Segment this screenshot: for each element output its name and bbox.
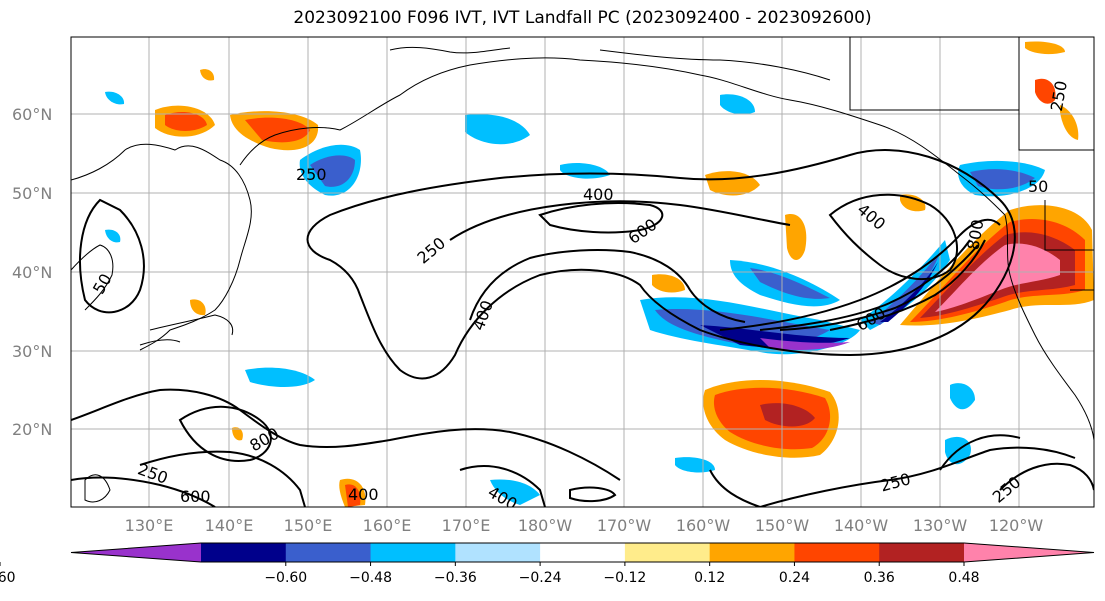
contour-label: 250 bbox=[135, 459, 170, 487]
lon-label: 140°W bbox=[834, 516, 889, 535]
contour-label: 250 bbox=[878, 469, 912, 495]
colorbar-tick-label: −0.48 bbox=[349, 570, 392, 586]
lat-label: 20°N bbox=[12, 420, 52, 439]
lon-label: 180°W bbox=[518, 516, 573, 535]
colorbar-segment bbox=[285, 543, 372, 562]
colorbar-segment bbox=[879, 543, 965, 562]
colorbar: −0.60 −0.48 −0.36 −0.24 −0.12 0.12 0.24 0.36 0.4… bbox=[0, 542, 1095, 586]
lon-label: 170°E bbox=[442, 516, 491, 535]
lat-label: 60°N bbox=[12, 105, 52, 124]
colorbar-tick-label: 0.36 bbox=[864, 570, 895, 586]
lat-label: 30°N bbox=[12, 342, 52, 361]
lon-label: 120°W bbox=[989, 516, 1044, 535]
contour-label: 600 bbox=[625, 215, 661, 248]
contour-label: 800 bbox=[246, 424, 282, 456]
ivt-contours bbox=[71, 149, 1094, 507]
lon-label: 160°E bbox=[363, 516, 412, 535]
map-area: 250 250 250 250 250 250 400 400 400 400 … bbox=[71, 37, 1094, 507]
colorbar-tick-label: −0.12 bbox=[603, 570, 646, 586]
lon-label: 130°E bbox=[125, 516, 174, 535]
longitude-labels: 130°E 140°E 150°E 160°E 170°E 180°W 170°… bbox=[125, 516, 1044, 535]
lon-label: 150°W bbox=[755, 516, 810, 535]
colorbar-segment bbox=[370, 543, 456, 562]
colorbar-segment bbox=[455, 543, 541, 562]
colorbar-tick-label: −0.36 bbox=[434, 570, 477, 586]
map-frame bbox=[70, 36, 1095, 508]
contour-label: 400 bbox=[583, 185, 614, 204]
colorbar-segment bbox=[201, 543, 287, 562]
contour-label: 250 bbox=[296, 165, 327, 184]
map-title: 2023092100 F096 IVT, IVT Landfall PC (20… bbox=[293, 8, 872, 28]
lon-label: 170°W bbox=[597, 516, 652, 535]
coastlines bbox=[71, 37, 1094, 503]
colorbar-tick-label: −0.24 bbox=[519, 570, 562, 586]
colorbar-outline bbox=[70, 542, 1095, 563]
lon-label: 160°W bbox=[676, 516, 731, 535]
lat-label: 50°N bbox=[12, 184, 52, 203]
contour-label: 250 bbox=[1047, 79, 1071, 112]
colorbar-extend-low bbox=[71, 543, 201, 562]
colorbar-segment bbox=[794, 543, 880, 562]
colorbar-tick-label: 0.60 bbox=[0, 570, 16, 586]
contour-label: 400 bbox=[469, 298, 497, 333]
contour-label: 400 bbox=[348, 485, 379, 504]
contour-label: 600 bbox=[180, 487, 211, 506]
contour-labels: 250 250 250 250 250 250 400 400 400 400 … bbox=[89, 79, 1071, 507]
colorbar-segment bbox=[709, 543, 795, 562]
colorbar-extend-high bbox=[964, 543, 1094, 562]
colorbar-tick-label: 0.48 bbox=[948, 570, 979, 586]
lat-label: 40°N bbox=[12, 263, 52, 282]
colorbar-tick-label: 0.24 bbox=[779, 570, 810, 586]
colorbar-segment bbox=[540, 543, 626, 562]
contour-label: 400 bbox=[854, 200, 890, 234]
lon-label: 140°E bbox=[205, 516, 254, 535]
colorbar-tick-label: −0.60 bbox=[264, 570, 307, 586]
colorbar-segment bbox=[624, 543, 711, 562]
lon-label: 150°E bbox=[284, 516, 333, 535]
contour-label: 250 bbox=[414, 233, 450, 267]
lon-label: 130°W bbox=[913, 516, 968, 535]
contour-label: 50 bbox=[1028, 177, 1048, 196]
colorbar-tick-label: 0.12 bbox=[694, 570, 725, 586]
latitude-labels: 60°N 50°N 40°N 30°N 20°N bbox=[12, 105, 52, 439]
negative-shading bbox=[105, 91, 1045, 505]
